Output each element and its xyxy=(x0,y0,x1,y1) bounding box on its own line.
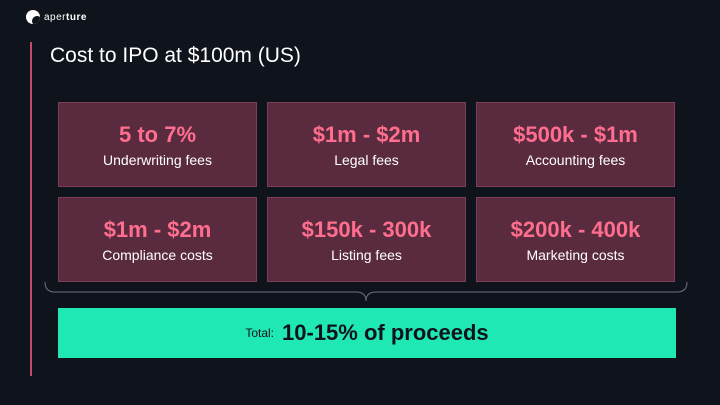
cost-card-compliance: $1m - $2m Compliance costs xyxy=(58,197,257,282)
brand-logo: aperture xyxy=(26,10,87,24)
page-title: Cost to IPO at $100m (US) xyxy=(50,44,301,67)
cost-label: Legal fees xyxy=(334,151,399,168)
cost-card-underwriting: 5 to 7% Underwriting fees xyxy=(58,102,257,187)
total-label: Total: xyxy=(245,326,275,340)
cost-value: $1m - $2m xyxy=(103,216,212,242)
grouping-brace xyxy=(44,281,688,302)
cost-card-legal: $1m - $2m Legal fees xyxy=(267,102,466,187)
cost-card-accounting: $500k - $1m Accounting fees xyxy=(476,102,675,187)
cost-value: $200k - 400k xyxy=(510,216,641,242)
cost-value: $1m - $2m xyxy=(312,121,421,147)
cost-value: $500k - $1m xyxy=(513,121,638,147)
brand-name: aperture xyxy=(44,11,87,23)
total-banner: Total: 10-15% of proceeds xyxy=(58,308,676,358)
aperture-logo-icon xyxy=(26,10,40,24)
total-value: 10-15% of proceeds xyxy=(282,320,489,345)
cost-label: Accounting fees xyxy=(525,151,626,168)
cost-value: $150k - 300k xyxy=(301,216,432,242)
cost-label: Compliance costs xyxy=(102,246,213,263)
cost-label: Listing fees xyxy=(331,246,402,263)
cost-card-listing: $150k - 300k Listing fees xyxy=(267,197,466,282)
cost-card-marketing: $200k - 400k Marketing costs xyxy=(476,197,675,282)
cost-value: 5 to 7% xyxy=(118,121,197,147)
accent-line xyxy=(30,42,32,376)
cost-label: Marketing costs xyxy=(526,246,625,263)
cost-grid: 5 to 7% Underwriting fees $1m - $2m Lega… xyxy=(58,102,675,282)
cost-label: Underwriting fees xyxy=(103,151,212,168)
